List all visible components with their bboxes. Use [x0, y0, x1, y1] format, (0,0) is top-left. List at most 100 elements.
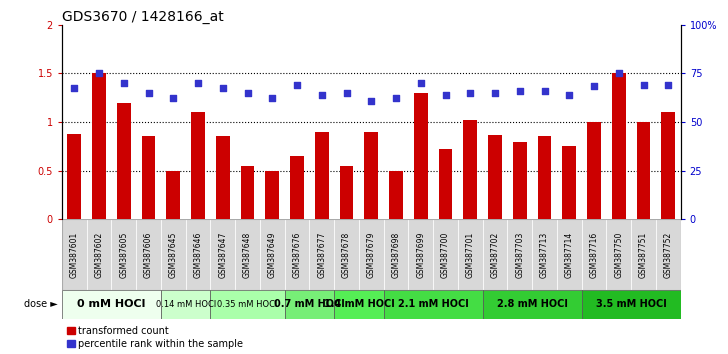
Text: GSM387752: GSM387752 [664, 232, 673, 278]
Text: GSM387701: GSM387701 [466, 232, 475, 278]
FancyBboxPatch shape [334, 219, 359, 290]
Bar [563, 147, 576, 219]
Point [489, 90, 501, 96]
Bar [340, 166, 353, 219]
Bar [210, 290, 285, 319]
FancyBboxPatch shape [384, 219, 408, 290]
FancyBboxPatch shape [582, 219, 606, 290]
Text: GSM387713: GSM387713 [540, 232, 549, 278]
Text: GSM387679: GSM387679 [367, 232, 376, 278]
FancyBboxPatch shape [656, 219, 681, 290]
Bar [334, 290, 384, 319]
Bar [92, 73, 106, 219]
FancyBboxPatch shape [186, 219, 210, 290]
Bar [216, 136, 229, 219]
Bar [662, 113, 675, 219]
Text: GSM387678: GSM387678 [342, 232, 351, 278]
Text: GSM387750: GSM387750 [614, 232, 623, 278]
Point [638, 82, 649, 88]
Point [415, 80, 427, 86]
FancyBboxPatch shape [235, 219, 260, 290]
Point [266, 95, 278, 101]
Text: GSM387647: GSM387647 [218, 232, 227, 278]
Bar [142, 136, 155, 219]
Text: 0 mM HOCl: 0 mM HOCl [77, 299, 146, 309]
Bar [117, 103, 130, 219]
FancyBboxPatch shape [111, 219, 136, 290]
Bar [241, 166, 254, 219]
Text: GSM387702: GSM387702 [491, 232, 499, 278]
FancyBboxPatch shape [161, 219, 186, 290]
FancyBboxPatch shape [136, 219, 161, 290]
FancyBboxPatch shape [62, 219, 87, 290]
Text: dose ►: dose ► [25, 299, 58, 309]
Point [365, 98, 377, 103]
Bar [612, 73, 625, 219]
Point [662, 82, 674, 88]
Text: 2.1 mM HOCl: 2.1 mM HOCl [397, 299, 469, 309]
Bar [290, 156, 304, 219]
Point [291, 82, 303, 88]
Text: 0.14 mM HOCl: 0.14 mM HOCl [156, 300, 215, 309]
Point [192, 80, 204, 86]
Text: GSM387605: GSM387605 [119, 232, 128, 278]
Text: GSM387699: GSM387699 [416, 232, 425, 278]
Point [588, 83, 600, 89]
Bar [439, 149, 452, 219]
Bar [62, 290, 161, 319]
Point [167, 95, 179, 101]
Bar [285, 290, 334, 319]
Text: 0.7 mM HOCl: 0.7 mM HOCl [274, 299, 345, 309]
Text: GSM387646: GSM387646 [194, 232, 202, 278]
Bar [488, 135, 502, 219]
FancyBboxPatch shape [359, 219, 384, 290]
Bar [68, 134, 81, 219]
Point [341, 90, 352, 96]
Text: GSM387700: GSM387700 [441, 232, 450, 278]
Text: GSM387677: GSM387677 [317, 232, 326, 278]
Point [440, 92, 451, 98]
FancyBboxPatch shape [532, 219, 557, 290]
Text: 1.4 mM HOCl: 1.4 mM HOCl [323, 299, 395, 309]
Text: 2.8 mM HOCl: 2.8 mM HOCl [496, 299, 568, 309]
Point [390, 95, 402, 101]
Text: GSM387698: GSM387698 [392, 232, 400, 278]
Bar [315, 132, 328, 219]
Text: 0.35 mM HOCl: 0.35 mM HOCl [218, 300, 277, 309]
FancyBboxPatch shape [210, 219, 235, 290]
Bar [483, 290, 582, 319]
Point [118, 80, 130, 86]
Text: GSM387606: GSM387606 [144, 232, 153, 278]
Text: GSM387751: GSM387751 [639, 232, 648, 278]
Point [242, 90, 253, 96]
Text: GSM387602: GSM387602 [95, 232, 103, 278]
Bar [538, 136, 551, 219]
Text: GSM387645: GSM387645 [169, 232, 178, 278]
Bar [384, 290, 483, 319]
Text: 3.5 mM HOCl: 3.5 mM HOCl [596, 299, 667, 309]
Point [464, 90, 476, 96]
Bar [414, 93, 427, 219]
Bar [389, 171, 403, 219]
Text: GSM387714: GSM387714 [565, 232, 574, 278]
Text: GSM387703: GSM387703 [515, 232, 524, 278]
Text: GSM387601: GSM387601 [70, 232, 79, 278]
Point [143, 90, 154, 96]
Text: GSM387648: GSM387648 [243, 232, 252, 278]
Point [217, 85, 229, 91]
Bar [167, 171, 180, 219]
Bar [191, 113, 205, 219]
Legend: transformed count, percentile rank within the sample: transformed count, percentile rank withi… [67, 326, 243, 349]
Text: GSM387716: GSM387716 [590, 232, 598, 278]
Point [539, 88, 550, 94]
Point [93, 70, 105, 76]
Point [613, 70, 625, 76]
FancyBboxPatch shape [285, 219, 309, 290]
FancyBboxPatch shape [309, 219, 334, 290]
Bar [266, 171, 279, 219]
FancyBboxPatch shape [606, 219, 631, 290]
Point [563, 92, 575, 98]
Bar [582, 290, 681, 319]
Bar [161, 290, 210, 319]
FancyBboxPatch shape [631, 219, 656, 290]
